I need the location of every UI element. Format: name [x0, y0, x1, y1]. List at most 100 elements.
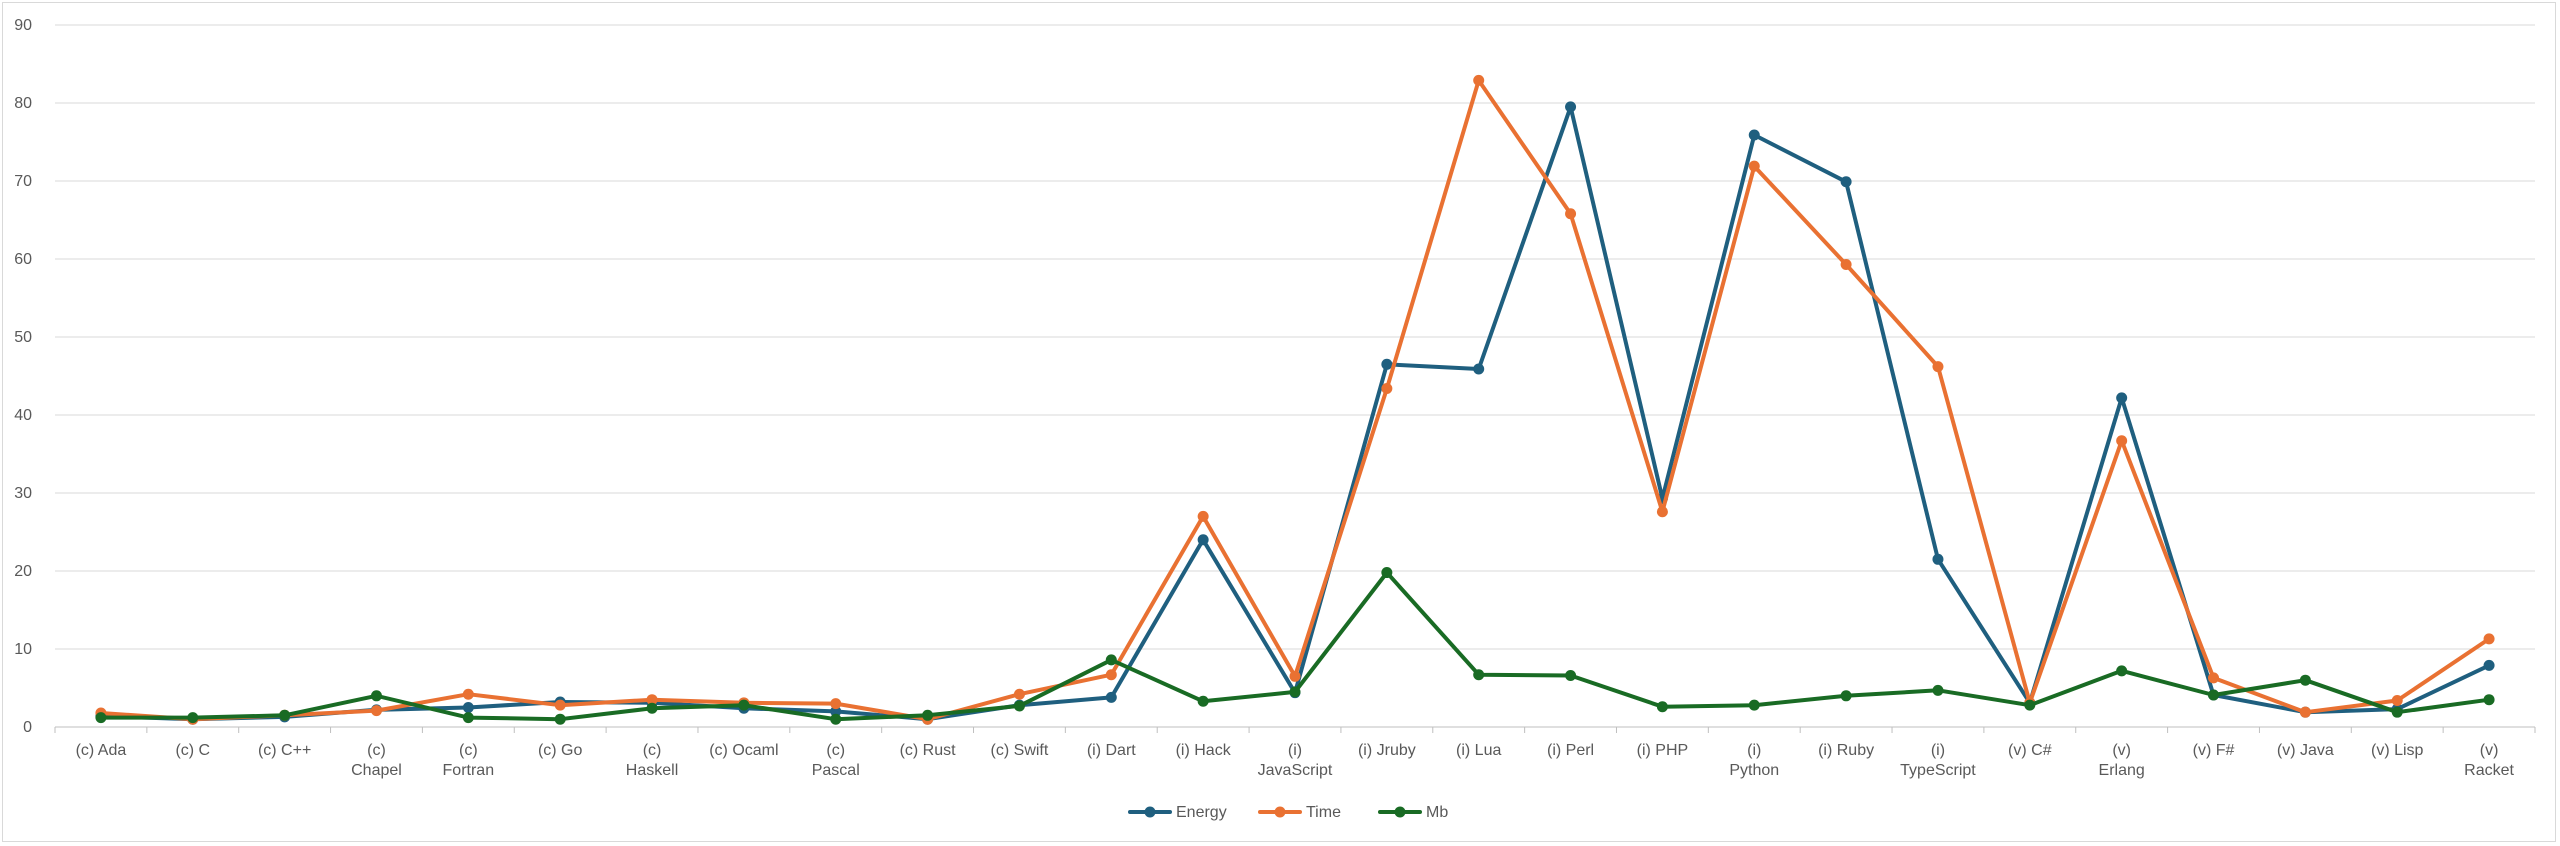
- data-point-time: [2391, 694, 2403, 706]
- y-tick-label: 60: [14, 251, 32, 268]
- legend-label-time: Time: [1306, 804, 1341, 821]
- data-point-mb: [279, 709, 291, 721]
- x-tick-label: (c) Chapel: [351, 742, 402, 779]
- data-point-mb: [187, 712, 199, 724]
- data-point-time: [1013, 688, 1025, 700]
- y-tick-label: 70: [14, 173, 32, 190]
- x-tick-label: (v) Racket: [2464, 742, 2514, 779]
- data-point-time: [1105, 669, 1117, 681]
- data-point-time: [1748, 160, 1760, 172]
- data-point-energy: [1748, 129, 1760, 141]
- data-point-energy: [1473, 363, 1485, 375]
- x-tick-label: (i) TypeScript: [1900, 742, 1976, 779]
- data-point-mb: [370, 690, 382, 702]
- data-point-energy: [1565, 101, 1577, 113]
- x-tick-label: (i) PHP: [1637, 742, 1689, 759]
- data-point-mb: [738, 699, 750, 711]
- data-point-time: [554, 699, 566, 711]
- data-point-energy: [2116, 392, 2128, 404]
- x-tick-label: (c) C: [175, 742, 210, 759]
- data-point-time: [1932, 361, 1944, 373]
- data-point-mb: [1381, 567, 1393, 579]
- gridlines: [55, 24, 2535, 728]
- data-point-time: [1289, 670, 1301, 682]
- x-tick-label: (c) Ocaml: [709, 742, 778, 759]
- y-tick-label: 80: [14, 95, 32, 112]
- data-point-time: [2483, 633, 2495, 645]
- data-point-mb: [830, 713, 842, 725]
- data-point-mb: [462, 712, 474, 724]
- x-tick-label: (i) Dart: [1087, 742, 1136, 759]
- x-tick-label: (c) Haskell: [626, 742, 678, 779]
- legend-marker-energy: [1144, 806, 1156, 818]
- data-point-energy: [1197, 534, 1209, 546]
- legend-marker-mb: [1394, 806, 1406, 818]
- data-point-mb: [1565, 670, 1577, 682]
- data-point-mb: [1473, 669, 1485, 681]
- data-point-time: [370, 705, 382, 717]
- data-point-mb: [1840, 690, 1852, 702]
- x-tick-label: (i) Lua: [1456, 742, 1501, 759]
- y-tick-label: 30: [14, 485, 32, 502]
- data-point-time: [1197, 510, 1209, 522]
- data-point-mb: [2116, 665, 2128, 677]
- x-tick-label: (v) Lisp: [2371, 742, 2424, 759]
- data-point-energy: [2483, 659, 2495, 671]
- data-point-time: [1656, 506, 1668, 518]
- data-point-mb: [1013, 700, 1025, 712]
- data-point-mb: [646, 702, 658, 714]
- data-point-energy: [462, 702, 474, 713]
- x-tick-label: (i) JavaScript: [1258, 742, 1333, 779]
- x-tick-label: (c) Fortran: [443, 742, 495, 779]
- legend-label-energy: Energy: [1176, 804, 1227, 821]
- x-tick-label: (i) Perl: [1547, 742, 1594, 759]
- data-point-time: [2116, 435, 2128, 447]
- y-axis: 0 10 20 30 40 50 60 70 80 90: [14, 17, 32, 736]
- x-tick-label: (c) Pascal: [812, 742, 860, 779]
- data-point-mb: [1289, 686, 1301, 698]
- data-point-mb: [1656, 701, 1668, 713]
- data-point-mb: [1748, 699, 1760, 711]
- y-tick-label: 10: [14, 641, 32, 658]
- legend: Energy Time Mb: [1128, 804, 1448, 821]
- data-point-mb: [2391, 706, 2403, 718]
- data-point-energy: [1381, 358, 1393, 370]
- data-point-mb: [2483, 694, 2495, 706]
- series-lines: [95, 74, 2495, 725]
- data-point-mb: [2024, 699, 2036, 711]
- x-tick-label: (c) C++: [258, 742, 311, 759]
- data-point-energy: [1932, 553, 1944, 565]
- x-tick-label: (c) Swift: [991, 742, 1049, 759]
- x-tick-label: (c) Ada: [76, 742, 127, 759]
- x-tick-label: (i) Python: [1729, 742, 1779, 779]
- y-tick-label: 20: [14, 563, 32, 580]
- legend-label-mb: Mb: [1426, 804, 1448, 821]
- y-tick-label: 0: [23, 719, 32, 736]
- data-point-mb: [922, 709, 934, 721]
- data-point-mb: [554, 713, 566, 725]
- data-point-time: [830, 698, 842, 710]
- series-line-time: [98, 78, 2492, 722]
- data-point-time: [2208, 672, 2220, 684]
- y-tick-label: 40: [14, 407, 32, 424]
- y-tick-label: 50: [14, 329, 32, 346]
- x-axis: (c) Ada (c) C (c) C++ (c) Chapel (c) Fortran (c…: [54, 727, 2536, 779]
- data-point-time: [2299, 706, 2311, 718]
- data-point-mb: [1105, 654, 1117, 666]
- data-point-energy: [1840, 176, 1852, 188]
- data-point-energy: [1105, 691, 1117, 703]
- x-tick-label: (c) Go: [538, 742, 583, 759]
- x-tick-label: (i) Hack: [1176, 742, 1232, 759]
- x-tick-label: (v) Erlang: [2099, 742, 2145, 779]
- data-point-mb: [2299, 674, 2311, 686]
- data-point-time: [1565, 208, 1577, 220]
- x-tick-label: (i) Ruby: [1818, 742, 1874, 759]
- data-point-time: [646, 694, 658, 706]
- data-point-mb: [1932, 684, 1944, 696]
- x-tick-label: (v) Java: [2277, 742, 2334, 759]
- x-tick-label: (c) Rust: [900, 742, 957, 759]
- series-line-energy: [98, 104, 2492, 722]
- data-point-time: [462, 688, 474, 700]
- data-point-energy: [830, 705, 842, 717]
